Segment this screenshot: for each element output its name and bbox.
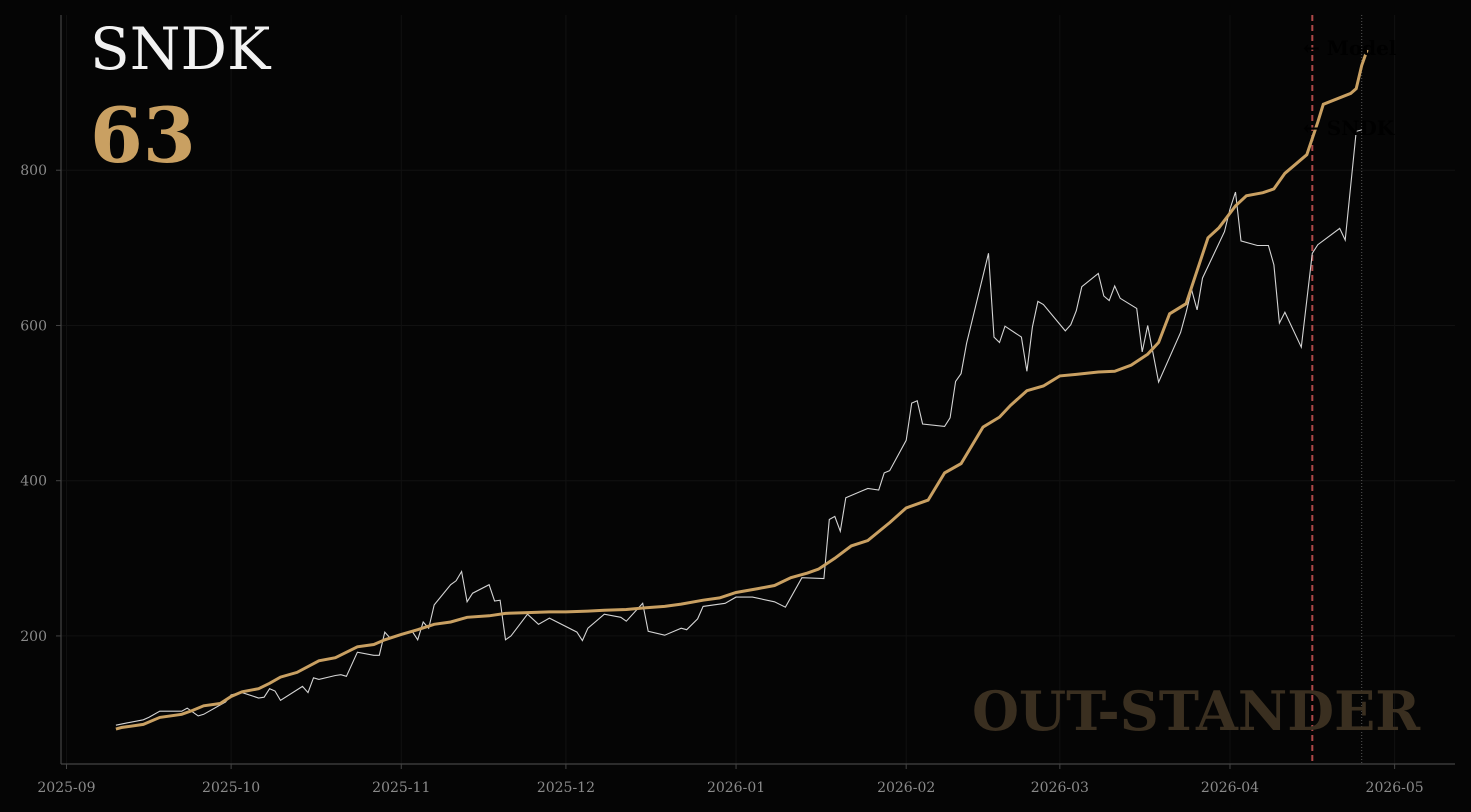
x-tick-label: 2026-01 [707,780,765,796]
y-tick-label: 200 [20,629,47,645]
x-tick-label: 2025-12 [537,780,595,796]
y-tick-label: 800 [20,163,47,179]
grid-lines [61,15,1455,764]
x-tick-label: 2025-10 [202,780,260,796]
y-axis-ticks: 200 400 600 800 [20,163,61,645]
sndk-price-line [115,129,1362,726]
sndk-series-label: ← SNDK [1303,116,1395,140]
model-line [115,49,1369,731]
y-tick-label: 400 [20,474,47,490]
x-axis-ticks: 2025-09 2025-10 2025-11 2025-12 2026-01 2026-… [37,764,1424,796]
x-tick-label: 2026-02 [877,780,935,796]
watermark: OUT-STANDER [972,679,1421,743]
ticker-symbol: SNDK [90,15,271,83]
x-tick-label: 2025-09 [37,780,95,796]
y-tick-label: 600 [20,318,47,334]
x-tick-label: 2026-04 [1201,780,1259,796]
x-tick-label: 2026-03 [1031,780,1089,796]
model-series-label: ← Model [1303,36,1397,60]
x-tick-label: 2025-11 [372,780,430,796]
x-tick-label: 2026-05 [1366,780,1424,796]
score-value: 63 [90,91,196,180]
